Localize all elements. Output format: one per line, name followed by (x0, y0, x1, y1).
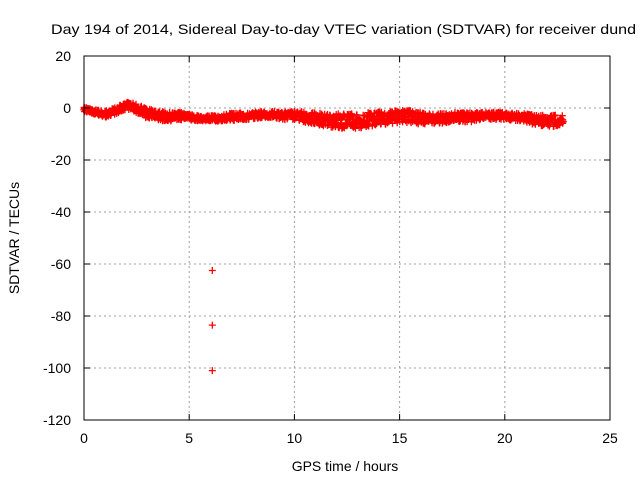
outlier-point (208, 367, 216, 375)
x-tick-label: 25 (602, 430, 618, 446)
axes: 0 5 10 15 20 25 20 0 -20 -40 -60 -80 -100 -120 (43, 48, 618, 446)
data-point (559, 119, 567, 127)
x-tick-label: 0 (80, 430, 88, 446)
y-axis-label: SDTVAR / TECUs (6, 182, 22, 294)
x-tick-label: 5 (185, 430, 193, 446)
y-tick-label: -40 (51, 204, 71, 220)
y-tick-label: -60 (51, 256, 71, 272)
x-tick-label: 15 (392, 430, 408, 446)
y-tick-label: -80 (51, 308, 71, 324)
y-tick-label: -20 (51, 152, 71, 168)
outlier-point (208, 267, 216, 274)
outlier-point (208, 321, 216, 329)
data-point (137, 103, 145, 111)
chart-title: Day 194 of 2014, Sidereal Day-to-day VTE… (51, 21, 636, 37)
x-axis-label: GPS time / hours (292, 458, 399, 474)
data-point (350, 115, 358, 123)
plot-frame (83, 55, 611, 421)
y-tick-label: 20 (55, 48, 71, 64)
y-tick-label: -100 (43, 360, 71, 376)
y-tick-label: -120 (43, 412, 71, 428)
y-tick-label: 0 (63, 100, 71, 116)
data-point (365, 121, 372, 129)
x-tick-label: 10 (287, 430, 303, 446)
x-tick-label: 20 (497, 430, 513, 446)
data-points (80, 98, 567, 375)
